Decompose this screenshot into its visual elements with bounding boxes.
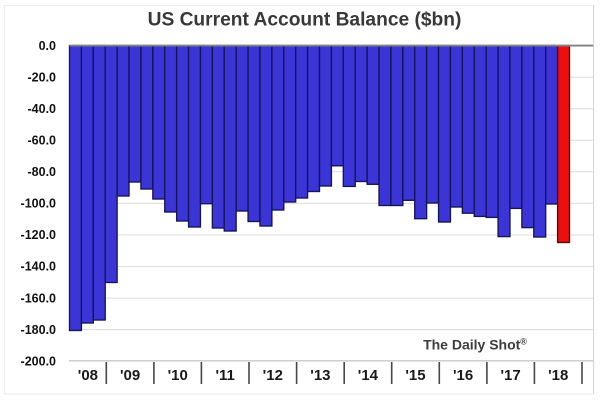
svg-text:'08: '08 [78,367,98,384]
svg-text:-140.0: -140.0 [21,260,56,274]
svg-text:-200.0: -200.0 [21,354,56,368]
svg-text:-60.0: -60.0 [28,134,57,148]
svg-text:'15: '15 [405,367,425,384]
svg-text:'11: '11 [215,367,234,384]
svg-text:-120.0: -120.0 [21,228,56,242]
svg-text:'09: '09 [120,367,140,384]
svg-text:'13: '13 [310,367,330,384]
svg-text:'14: '14 [358,367,379,384]
svg-text:-100.0: -100.0 [21,197,56,211]
svg-text:'17: '17 [500,367,520,384]
svg-text:'18: '18 [548,367,568,384]
svg-text:'16: '16 [453,367,473,384]
svg-text:US Current Account Balance ($b: US Current Account Balance ($bn) [148,10,462,31]
svg-text:'10: '10 [168,367,188,384]
svg-text:The Daily Shot®: The Daily Shot® [423,337,527,353]
svg-text:-80.0: -80.0 [28,165,57,179]
svg-text:-40.0: -40.0 [28,102,57,116]
svg-text:-20.0: -20.0 [28,70,57,84]
svg-text:-160.0: -160.0 [21,291,56,305]
svg-text:'12: '12 [263,367,283,384]
svg-text:-180.0: -180.0 [21,323,56,337]
svg-text:0.0: 0.0 [39,39,56,53]
